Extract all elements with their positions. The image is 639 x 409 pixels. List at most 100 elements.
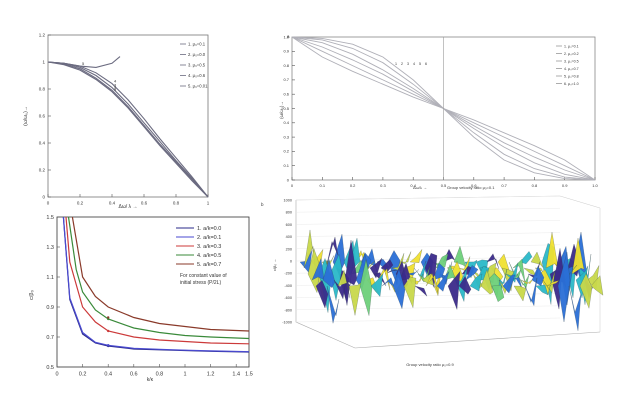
surface-facet (535, 284, 549, 296)
z-tick-label: 800 (286, 211, 292, 215)
x-tick-label: 0.6 (130, 372, 138, 378)
x-axis-label: Group velocity ratio μ₀=0.9 (406, 362, 454, 367)
grid-line (295, 232, 561, 237)
x-tick-label: 0 (291, 183, 294, 188)
surface-facet (458, 276, 472, 295)
y-tick-label: 1.5 (46, 215, 54, 221)
legend-entry: 1. a/k=0.0 (197, 226, 221, 232)
z-tick-label: 1000 (284, 199, 292, 203)
y-tick-label: 0.8 (283, 63, 289, 68)
x-tick-label: 1.0 (592, 183, 598, 188)
x-tick-label: 0.6 (471, 183, 477, 188)
x-tick-label: 0.3 (380, 183, 386, 188)
series-marker: 1 (114, 87, 117, 92)
surface-facet (546, 280, 560, 287)
z-axis-label: c/β₀ → (272, 259, 277, 271)
y-tick-label: 1.3 (46, 245, 54, 251)
surface-facet (403, 276, 417, 308)
z-tick-label: -800 (284, 308, 292, 312)
series-line-5 (47, 61, 209, 198)
legend-entry: 5. μ₀=0.01 (188, 84, 208, 89)
series-marker: 2 (114, 85, 117, 90)
surface-facet (557, 252, 571, 323)
x-tick-label: 0.4 (104, 372, 112, 378)
y-tick-label: 1.0 (283, 34, 289, 39)
surface-facet (542, 271, 556, 294)
panel-label: b (261, 202, 264, 207)
series-line-3 (47, 61, 209, 198)
x-axis-label: Δω/ λ → (119, 204, 138, 210)
legend-entry: 5. μ₀=0.8 (564, 75, 579, 79)
y-tick-label: 0.4 (283, 120, 289, 125)
surface-facet (571, 238, 585, 275)
grid-line (295, 305, 561, 310)
series-marker: 4 (413, 62, 415, 66)
series-line-2 (47, 61, 209, 198)
x-tick-label: 1.4 (232, 372, 240, 378)
series-line-3 (65, 216, 250, 345)
y-tick-label: 0 (287, 177, 290, 182)
surface-facet (398, 251, 412, 264)
surface-facet (491, 285, 505, 302)
x-tick-label: 0.5 (441, 183, 447, 188)
y-tick-label: 0.7 (283, 77, 289, 82)
series-marker: 5 (82, 61, 85, 66)
surface-facet (377, 268, 391, 291)
grid-line (295, 317, 561, 323)
surface-facet (315, 280, 329, 309)
surface-facet (480, 269, 494, 295)
z-tick-label: 200 (286, 247, 292, 251)
legend-entry: 2. a/k=0.1 (197, 235, 221, 241)
series-line-4 (67, 216, 250, 340)
legend-entry: 6. μ₀=1.0 (564, 82, 579, 86)
surface-facet (516, 273, 530, 289)
y-tick-label: 0.9 (46, 305, 54, 311)
surface-facet (414, 285, 428, 297)
surface-facet (524, 277, 538, 307)
z-tick-label: -600 (284, 296, 292, 300)
chart-top-right: 0 0.1 0.2 0.3 0.4 0.5 0.6 0.7 0.8 0.9 1.0 0 0.1 0.2 0.… (279, 34, 599, 190)
surface-facet (447, 271, 461, 310)
y-tick-label: 0.3 (283, 134, 289, 139)
panel-label: a (287, 34, 290, 39)
surface-facet (486, 253, 500, 270)
y-tick-label: 0 (42, 195, 45, 200)
x-tick-label: 0.8 (156, 372, 164, 378)
legend-entry: 2. μ₀=0.2 (564, 52, 579, 56)
grid-line (295, 195, 561, 201)
plot-frame (56, 216, 250, 368)
surface-facet (590, 275, 604, 296)
legend-entry: 4. a/k=0.5 (197, 253, 221, 259)
legend-entry: 3. μ₀=0.5 (564, 60, 579, 64)
x-tick-label: 0 (47, 201, 50, 206)
legend-entry: 2. μ₀=0.0 (188, 52, 206, 57)
x-tick-label: 0.8 (173, 201, 180, 206)
z-tick-label: 0 (290, 260, 292, 264)
y-axis-label: c/β₀ (29, 290, 35, 300)
surface-facet (530, 251, 544, 268)
z-tick-label: -1000 (282, 321, 292, 325)
y-tick-label: 0.8 (39, 87, 46, 92)
surface-facet (406, 269, 420, 276)
surface-facet (337, 269, 351, 299)
series-marker: 4 (114, 79, 117, 84)
x-tick-label: 0 (55, 372, 58, 378)
x-tick-label: 0.2 (77, 201, 84, 206)
chart-bottom-right: b 1000 800 600 400 200 0 -200 -400 -600 -800 -1000 c… (261, 195, 604, 367)
y-tick-label: 1.1 (46, 275, 54, 281)
legend-note: For constant value of (180, 273, 227, 279)
y-tick-label: 0.5 (283, 106, 289, 111)
y-tick-label: 0.7 (46, 335, 54, 341)
y-tick-label: 0.2 (39, 168, 46, 173)
series-marker (107, 344, 110, 347)
legend-note: initial stress (P/2L) (180, 280, 221, 286)
y-tick-label: 0.5 (46, 365, 54, 371)
annotation: Group velocity ratio μ₀=0.1 (447, 185, 495, 190)
legend-entry: 5. a/k=0.7 (197, 262, 221, 268)
surface-facet (436, 271, 450, 292)
surface-facet (531, 266, 545, 287)
surface-facet (519, 251, 533, 265)
y-tick-label: 0.6 (283, 92, 289, 97)
z-tick-label: 600 (286, 223, 292, 227)
surface-facet (409, 249, 423, 263)
